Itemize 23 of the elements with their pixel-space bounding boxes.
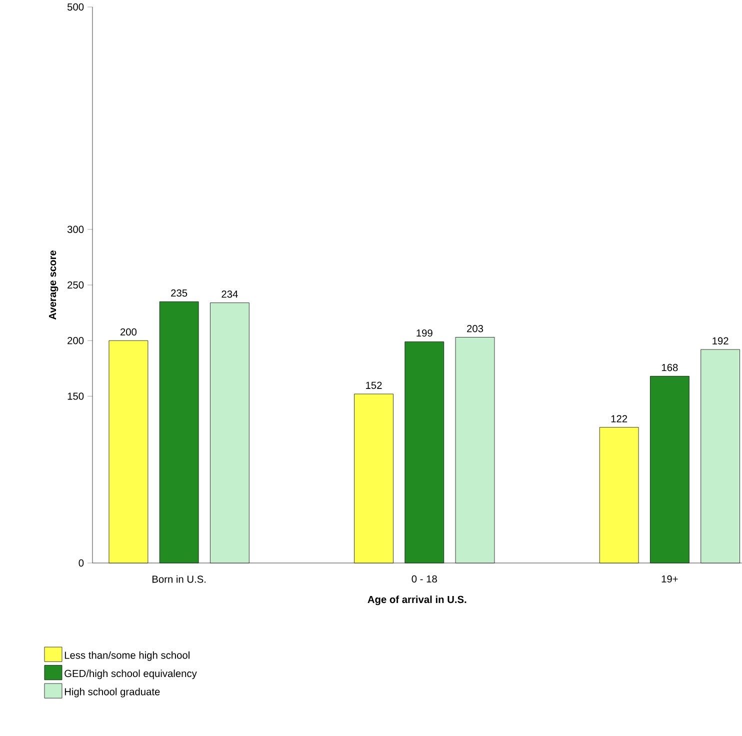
data-label: 152 <box>366 381 382 389</box>
y-tick-label: 250 <box>68 281 84 288</box>
y-tick-label: 500 <box>67 3 84 10</box>
legend-label: GED/high school equivalency <box>64 669 197 679</box>
y-tick-label: 300 <box>67 226 84 233</box>
y-axis-title: Average score <box>49 250 58 320</box>
x-tick-label: Born in U.S. <box>152 575 206 583</box>
x-tick-label: 19+ <box>662 575 678 582</box>
legend-label: Less than/some high school <box>64 651 190 661</box>
data-label: 203 <box>467 324 484 332</box>
x-axis-title: Age of arrival in U.S. <box>368 595 466 605</box>
data-label: 199 <box>416 329 432 336</box>
y-tick-label: 150 <box>68 392 84 400</box>
y-tick-label: 0 <box>78 559 84 566</box>
data-label: 235 <box>171 289 188 296</box>
data-label: 192 <box>712 337 728 344</box>
legend-label: High school graduate <box>64 688 160 698</box>
data-label: 200 <box>120 328 137 336</box>
data-label: 168 <box>662 364 678 371</box>
data-label: 122 <box>611 414 628 422</box>
data-label: 234 <box>222 290 238 298</box>
y-tick-label: 200 <box>68 336 84 344</box>
x-tick-label: 0 - 18 <box>412 575 437 582</box>
